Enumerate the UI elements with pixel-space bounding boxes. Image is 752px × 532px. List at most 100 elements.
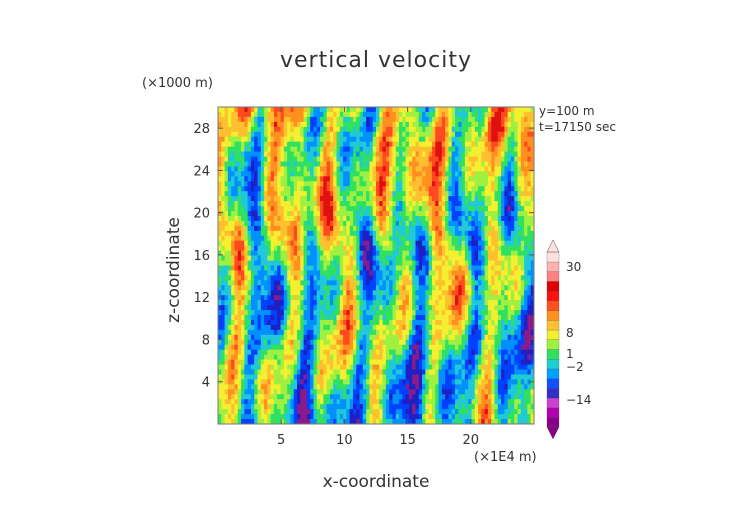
field-cell xyxy=(461,151,466,157)
field-cell xyxy=(448,107,453,113)
field-cell xyxy=(524,349,528,356)
field-cell xyxy=(369,141,374,148)
field-cell xyxy=(530,196,535,202)
field-cell xyxy=(250,146,255,152)
field-cell xyxy=(326,206,331,212)
field-cell xyxy=(418,295,423,301)
field-cell xyxy=(316,206,321,212)
field-cell xyxy=(415,181,420,187)
field-cell xyxy=(455,220,459,227)
field-cell xyxy=(234,191,239,197)
field-cell xyxy=(260,275,265,281)
field-cell xyxy=(422,176,426,182)
field-cell xyxy=(372,206,377,212)
field-cell xyxy=(510,126,515,133)
field-cell xyxy=(356,359,360,365)
field-cell xyxy=(422,300,426,306)
field-cell xyxy=(297,206,301,212)
field-cell xyxy=(362,196,367,202)
field-cell xyxy=(425,315,430,321)
field-cell xyxy=(270,310,275,316)
field-cell xyxy=(241,151,245,157)
field-cell xyxy=(287,315,291,321)
field-cell xyxy=(501,285,505,291)
field-cell xyxy=(260,339,265,346)
field-cell xyxy=(385,151,390,157)
field-cell xyxy=(362,305,367,311)
field-cell xyxy=(273,270,278,276)
field-cell xyxy=(415,220,420,227)
field-cell xyxy=(501,111,505,118)
field-cell xyxy=(241,260,245,266)
field-cell xyxy=(484,315,489,321)
field-cell xyxy=(524,176,528,182)
field-cell xyxy=(359,339,364,346)
field-cell xyxy=(273,196,278,202)
field-cell xyxy=(527,319,532,326)
field-cell xyxy=(234,151,239,157)
field-cell xyxy=(333,240,337,247)
field-cell xyxy=(408,324,413,331)
field-cell xyxy=(491,329,495,336)
field-cell xyxy=(530,191,535,197)
field-cell xyxy=(441,354,446,361)
field-cell xyxy=(244,255,249,261)
field-cell xyxy=(359,324,364,331)
field-cell xyxy=(468,344,472,351)
field-cell xyxy=(408,315,413,321)
field-cell xyxy=(244,275,249,281)
field-cell xyxy=(455,324,459,331)
field-cell xyxy=(283,319,288,326)
field-cell xyxy=(313,161,318,167)
field-cell xyxy=(415,151,420,157)
field-cell xyxy=(320,161,324,167)
field-cell xyxy=(415,334,420,341)
field-cell xyxy=(356,136,360,143)
field-cell xyxy=(464,151,469,157)
field-cell xyxy=(260,116,265,123)
field-cell xyxy=(458,319,462,326)
field-cell xyxy=(376,270,380,276)
field-cell xyxy=(333,290,337,296)
field-cell xyxy=(287,275,291,281)
field-cell xyxy=(448,359,453,365)
field-cell xyxy=(333,329,337,336)
field-cell xyxy=(231,275,235,281)
field-cell xyxy=(218,285,222,291)
field-cell xyxy=(231,285,235,291)
field-cell xyxy=(257,111,262,118)
field-cell xyxy=(471,359,476,365)
field-cell xyxy=(507,171,512,177)
field-cell xyxy=(431,156,436,162)
field-cell xyxy=(349,265,354,271)
field-cell xyxy=(504,315,509,321)
field-cell xyxy=(313,156,318,162)
field-cell xyxy=(257,349,262,356)
field-cell xyxy=(484,334,489,341)
field-cell xyxy=(422,220,426,227)
field-cell xyxy=(438,111,443,118)
field-cell xyxy=(333,176,337,182)
field-cell xyxy=(264,280,268,286)
field-cell xyxy=(497,211,502,217)
field-cell xyxy=(481,270,486,276)
field-cell xyxy=(349,136,354,143)
field-cell xyxy=(231,186,235,192)
field-cell xyxy=(267,161,272,167)
field-cell xyxy=(257,310,262,316)
field-cell xyxy=(250,319,255,326)
field-cell xyxy=(293,250,298,256)
field-cell xyxy=(510,270,515,276)
field-cell xyxy=(392,111,397,118)
field-cell xyxy=(415,116,420,123)
field-cell xyxy=(445,206,449,212)
field-cell xyxy=(385,230,390,237)
field-cell xyxy=(392,245,397,252)
field-cell xyxy=(254,315,258,321)
field-cell xyxy=(218,141,222,148)
field-cell xyxy=(336,156,341,162)
field-cell xyxy=(352,319,357,326)
field-cell xyxy=(448,156,453,162)
field-cell xyxy=(254,146,258,152)
field-cell xyxy=(438,116,443,123)
